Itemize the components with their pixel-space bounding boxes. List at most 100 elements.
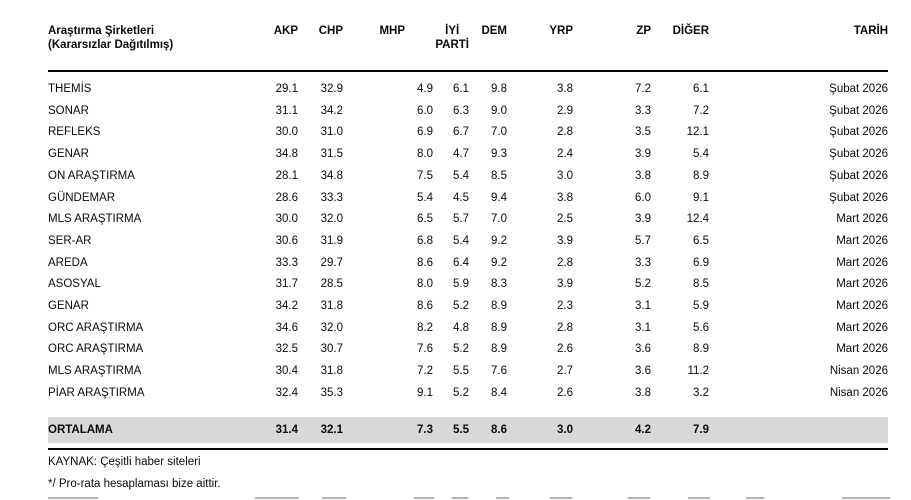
date-cell <box>709 416 888 443</box>
value-cell: 5.2 <box>635 278 651 291</box>
value-cell: 7.2 <box>693 104 709 117</box>
value-cell: 6.0 <box>417 104 433 117</box>
poll-results-table: Araştırma Şirketleri (Kararsızlar Dağıtı… <box>48 24 888 443</box>
value-cell: 8.6 <box>417 256 433 269</box>
value-cell: 34.6 <box>275 321 298 334</box>
table-row: ASOSYAL 31.7 28.5 8.0 5.9 8.3 3.9 5.2 8.5 Mart 20… <box>48 274 888 296</box>
spacer-row <box>48 71 888 79</box>
column-header-tarih: TARİH <box>709 24 888 72</box>
value-cell: 7.6 <box>491 365 507 378</box>
value-cell: 9.0 <box>491 104 507 117</box>
table-row: GENAR 34.8 31.5 8.0 4.7 9.3 2.4 3.9 5.4 Şubat 202… <box>48 144 888 166</box>
value-cell: 7.5 <box>417 169 433 182</box>
date-cell: Mart 2026 <box>836 213 888 226</box>
value-cell: 32.0 <box>320 321 343 334</box>
value-cell: 6.5 <box>417 213 433 226</box>
header-row: Araştırma Şirketleri (Kararsızlar Dağıtı… <box>48 24 888 72</box>
value-cell: 5.5 <box>453 365 469 378</box>
date-cell: Mart 2026 <box>836 234 888 247</box>
value-cell: 28.6 <box>275 191 298 204</box>
value-cell: 6.3 <box>453 104 469 117</box>
value-cell: 3.0 <box>507 416 573 443</box>
value-cell: 9.2 <box>491 256 507 269</box>
value-cell: 30.4 <box>275 365 298 378</box>
value-cell: 6.9 <box>693 256 709 269</box>
table-row: GENAR 34.2 31.8 8.6 5.2 8.9 2.3 3.1 5.9 Mart 2026 <box>48 296 888 318</box>
date-cell: Mart 2026 <box>836 321 888 334</box>
value-cell: 8.9 <box>491 321 507 334</box>
column-header-diger: DİĞER <box>651 24 709 72</box>
company-cell: ORTALAMA <box>48 416 260 443</box>
value-cell: 4.5 <box>453 191 469 204</box>
value-cell: 6.4 <box>453 256 469 269</box>
company-cell: ORC ARAŞTIRMA <box>48 343 144 356</box>
column-header-zp: ZP <box>573 24 651 72</box>
value-cell: 31.4 <box>260 416 298 443</box>
value-cell: 6.8 <box>417 234 433 247</box>
value-cell: 34.8 <box>320 169 343 182</box>
column-header-dem: DEM <box>469 24 507 72</box>
value-cell: 5.4 <box>417 191 433 204</box>
date-cell: Şubat 2026 <box>829 126 888 139</box>
value-cell: 11.2 <box>687 365 709 378</box>
value-cell: 6.5 <box>693 234 709 247</box>
value-cell: 31.0 <box>320 126 343 139</box>
value-cell: 8.0 <box>417 148 433 161</box>
value-cell: 2.7 <box>557 365 573 378</box>
date-cell: Mart 2026 <box>836 278 888 291</box>
spacer-cell <box>48 405 888 417</box>
table-row: MLS ARAŞTIRMA 30.0 32.0 6.5 5.7 7.0 2.5 3.9 12.4… <box>48 209 888 231</box>
value-cell: 5.2 <box>453 300 469 313</box>
value-cell: 3.8 <box>635 169 651 182</box>
company-cell: GENAR <box>48 148 89 161</box>
value-cell: 8.6 <box>417 300 433 313</box>
company-cell: ASOSYAL <box>48 278 101 291</box>
value-cell: 5.7 <box>453 213 469 226</box>
value-cell: 3.6 <box>635 365 651 378</box>
value-cell: 32.9 <box>320 83 343 95</box>
date-cell: Nisan 2026 <box>829 386 888 399</box>
value-cell: 4.9 <box>417 83 433 95</box>
value-cell: 8.9 <box>491 343 507 356</box>
table-row: ORC ARAŞTIRMA 32.5 30.7 7.6 5.2 8.9 2.6 3.6 8.9 M… <box>48 339 888 361</box>
value-cell: 2.5 <box>557 213 573 226</box>
value-cell: 7.6 <box>417 343 433 356</box>
value-cell: 7.3 <box>343 416 433 443</box>
value-cell: 3.5 <box>635 126 651 139</box>
company-cell: MLS ARAŞTIRMA <box>48 365 142 378</box>
column-header-company: Araştırma Şirketleri (Kararsızlar Dağıtı… <box>48 24 260 72</box>
value-cell: 8.3 <box>491 278 507 291</box>
value-cell: 8.5 <box>693 278 709 291</box>
company-cell: MLS ARAŞTIRMA <box>48 213 142 226</box>
value-cell: 3.8 <box>557 191 573 204</box>
date-cell: Şubat 2026 <box>829 104 888 117</box>
company-cell: SONAR <box>48 104 89 117</box>
date-cell: Nisan 2026 <box>829 365 888 378</box>
date-cell: Şubat 2026 <box>829 148 888 161</box>
value-cell: 2.8 <box>557 321 573 334</box>
value-cell: 31.1 <box>275 104 298 117</box>
value-cell: 3.6 <box>635 343 651 356</box>
value-cell: 8.6 <box>469 416 507 443</box>
value-cell: 30.0 <box>275 126 298 139</box>
value-cell: 3.3 <box>635 104 651 117</box>
value-cell: 34.2 <box>320 104 343 117</box>
value-cell: 7.9 <box>651 416 709 443</box>
company-cell: PİAR ARAŞTIRMA <box>48 386 145 399</box>
value-cell: 33.3 <box>320 191 343 204</box>
value-cell: 2.8 <box>557 256 573 269</box>
value-cell: 5.4 <box>693 148 709 161</box>
value-cell: 3.8 <box>635 386 651 399</box>
value-cell: 6.7 <box>453 126 469 139</box>
value-cell: 31.9 <box>320 234 343 247</box>
value-cell: 4.7 <box>453 148 469 161</box>
value-cell: 5.5 <box>433 416 469 443</box>
date-cell: Şubat 2026 <box>829 191 888 204</box>
table-row: MLS ARAŞTIRMA 30.4 31.8 7.2 5.5 7.6 2.7 3.6 11.2… <box>48 361 888 383</box>
value-cell: 5.4 <box>453 169 469 182</box>
spacer-cell <box>48 71 888 79</box>
value-cell: 5.2 <box>453 386 469 399</box>
value-cell: 31.5 <box>320 148 343 161</box>
value-cell: 3.1 <box>635 300 651 313</box>
